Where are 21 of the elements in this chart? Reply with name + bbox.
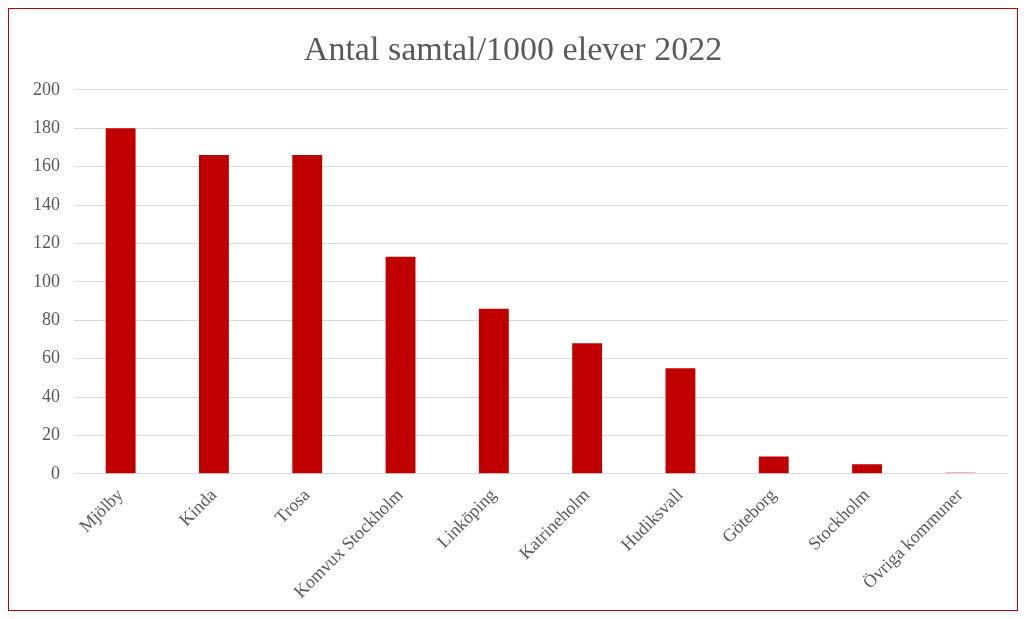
bar [478,308,509,474]
y-tick-label: 200 [33,78,60,99]
y-tick-label: 20 [42,424,60,445]
bar [292,155,323,474]
bar [199,155,229,474]
y-tick-label: 40 [42,385,60,406]
bar [385,256,416,474]
bar [572,343,603,474]
y-tick-label: 160 [33,155,60,176]
y-tick-label: 80 [42,308,60,329]
y-tick-label: 140 [33,193,60,214]
bar [852,464,882,474]
y-tick-label: 180 [33,116,60,137]
y-tick-label: 120 [33,232,60,253]
y-tick-label: 60 [42,347,60,368]
y-tick-label: 0 [51,462,60,483]
bar [758,456,789,474]
bar [665,368,696,474]
bar [105,128,136,474]
y-tick-label: 100 [33,270,60,291]
chart-title: Antal samtal/1000 elever 2022 [303,30,723,68]
